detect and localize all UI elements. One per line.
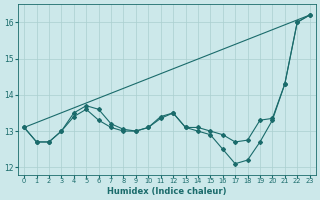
X-axis label: Humidex (Indice chaleur): Humidex (Indice chaleur) bbox=[107, 187, 227, 196]
